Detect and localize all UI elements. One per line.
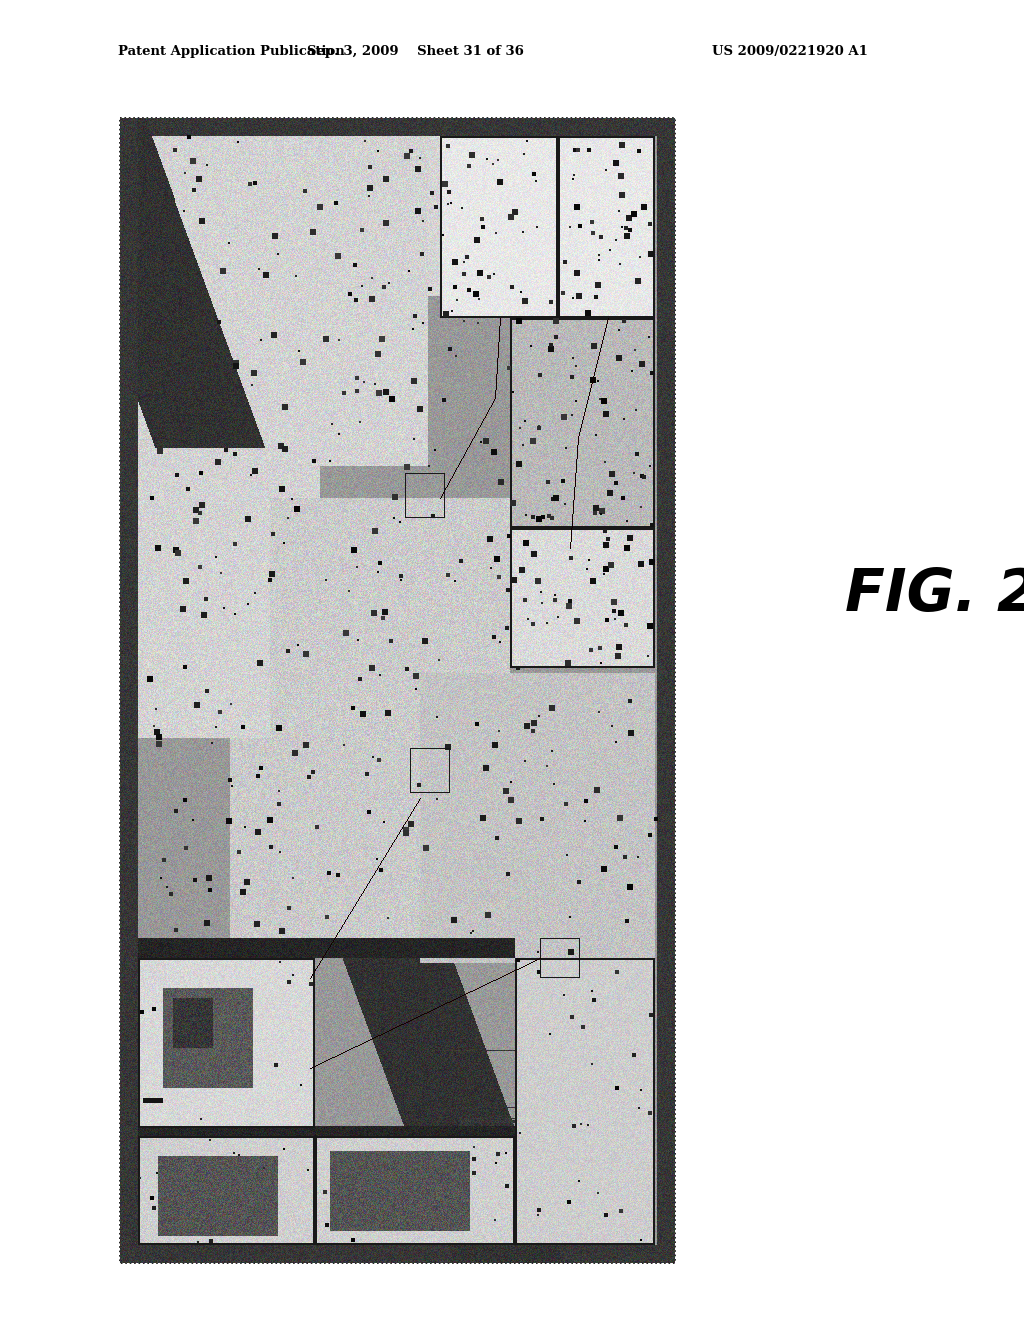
Text: d: d — [141, 1140, 150, 1154]
Text: c: c — [141, 964, 148, 975]
Text: Patent Application Publication: Patent Application Publication — [118, 45, 345, 58]
Text: e: e — [318, 1140, 326, 1154]
Text: US 2009/0221920 A1: US 2009/0221920 A1 — [712, 45, 868, 58]
Text: a: a — [443, 141, 452, 154]
Text: Sep. 3, 2009    Sheet 31 of 36: Sep. 3, 2009 Sheet 31 of 36 — [306, 45, 523, 58]
Text: FIG. 26: FIG. 26 — [845, 566, 1024, 623]
Text: b: b — [561, 141, 569, 154]
Bar — [120, 117, 675, 1263]
